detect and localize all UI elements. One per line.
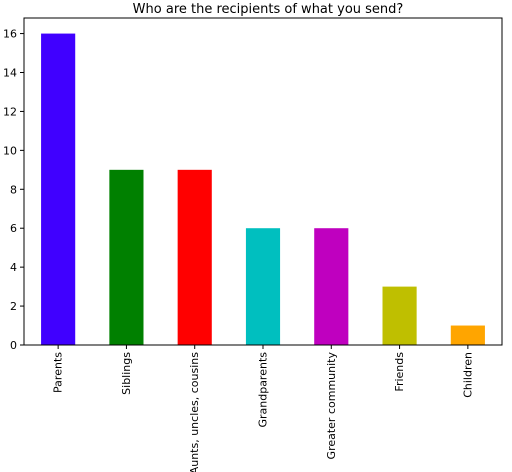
x-tick-label: Parents — [52, 352, 65, 393]
x-tick-label: Greater community — [325, 352, 338, 460]
x-tick-label: Grandparents — [257, 352, 270, 428]
y-tick-label: 12 — [3, 105, 17, 118]
bar-greater-community — [314, 228, 349, 345]
y-tick-label: 4 — [10, 261, 17, 274]
bar-friends — [382, 286, 417, 345]
y-tick-label: 10 — [3, 144, 17, 157]
y-tick-label: 6 — [10, 222, 17, 235]
y-tick-label: 16 — [3, 28, 17, 41]
x-axis: Parents Siblings Aunts, uncles, cousins Gra… — [52, 345, 474, 472]
y-tick-label: 2 — [10, 300, 17, 313]
bar-parents — [41, 33, 76, 345]
x-tick-label: Friends — [393, 352, 406, 392]
bars-group — [41, 33, 485, 345]
bar-grandparents — [245, 228, 281, 345]
bar-siblings — [109, 169, 144, 345]
y-axis: 0 2 4 6 8 10 12 14 16 — [3, 28, 24, 352]
y-tick-label: 0 — [10, 339, 17, 352]
x-tick-label: Children — [461, 352, 474, 398]
y-tick-label: 8 — [10, 183, 17, 196]
bar-aunts-uncles-cousins — [177, 169, 212, 345]
x-tick-label: Siblings — [120, 352, 133, 395]
plot-frame — [23, 17, 503, 346]
bar-children — [450, 325, 485, 345]
x-tick-label: Aunts, uncles, cousins — [188, 352, 201, 472]
chart-title: Who are the recipients of what you send? — [133, 2, 404, 17]
y-tick-label: 14 — [3, 67, 17, 80]
